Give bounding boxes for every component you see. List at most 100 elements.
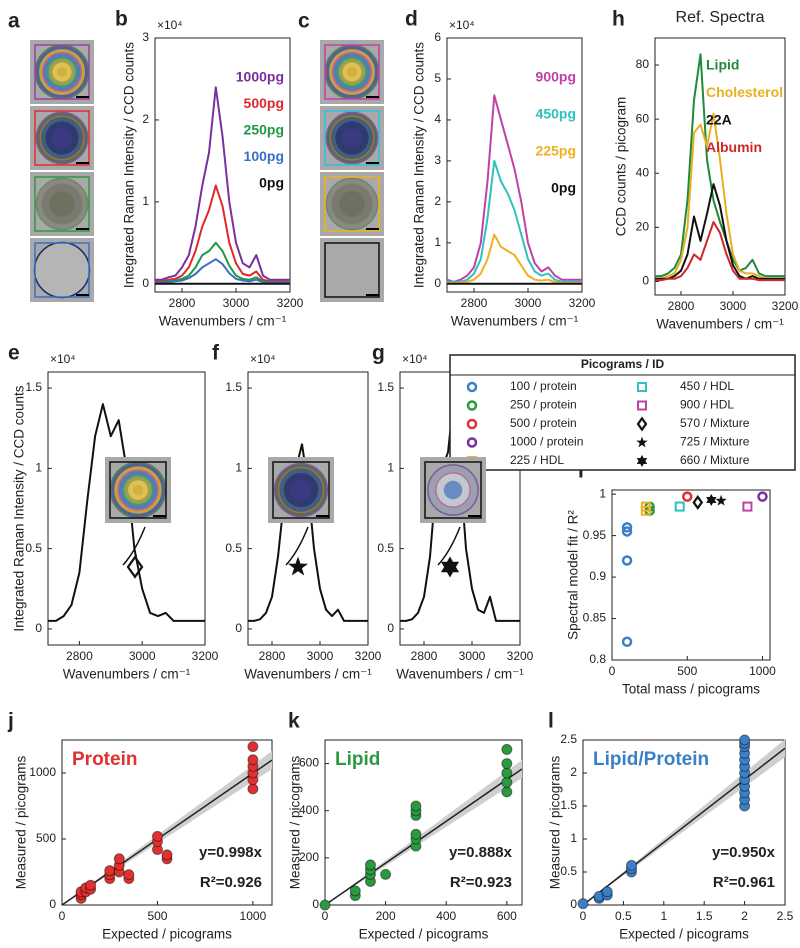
x-axis-label: Wavenumbers / cm⁻¹ [244,667,372,682]
data-point [501,743,513,755]
y-tick-label: 0 [35,621,42,635]
x-tick-label: 500 [677,664,697,678]
data-point [577,898,589,910]
x-axis-label: Wavenumbers / cm⁻¹ [451,314,579,329]
spectrum-line [155,258,290,284]
y-tick-label: 0.5 [225,541,242,555]
x-axis-label: Wavenumbers / cm⁻¹ [63,667,191,682]
y-tick-label: 1 [142,194,149,208]
panel-letter: k [288,710,300,733]
micrograph [30,106,94,170]
arrow [437,526,461,566]
y-tick-label: 1 [387,461,394,475]
legend-label: 250 / protein [510,398,577,412]
y-tick-label: 1 [434,235,441,249]
marker [637,400,647,411]
plot-frame [324,739,523,906]
data-point [247,754,259,766]
roi-box [324,110,380,166]
legend-label: 225 / HDL [510,453,564,467]
y-tick-label: 80 [636,57,650,71]
legend-label: 500 / protein [510,416,577,430]
ring [132,484,144,496]
series-label: 22A [706,112,732,128]
x-tick-label: 2800 [411,649,438,663]
legend-label: 570 / Mixture [680,416,750,430]
y-axis-label: CCD counts / picogram [614,97,629,237]
data-point [151,830,163,842]
series-label: 100pg [244,148,284,164]
x-tick-label: 0 [580,909,587,923]
marker [674,501,685,512]
y-tick-label: 0.5 [25,541,42,555]
y-tick-label: 1 [570,831,577,845]
arrow [285,526,309,566]
marker [621,636,633,648]
x-axis-label: Wavenumbers / cm⁻¹ [396,667,524,682]
marker [715,494,727,506]
data-point [349,885,361,897]
series-label: Lipid [706,57,739,73]
chart-title: Ref. Spectra [676,9,765,26]
y-tick-label: 2.5 [560,732,577,746]
x-tick-label: 500 [147,909,167,923]
roi-box [324,242,380,298]
data-point [410,800,422,812]
chart-title: Lipid [335,749,380,770]
ring [33,241,91,299]
panel-letter: g [372,342,385,365]
roi-box [324,176,380,232]
y-tick-label: 0 [312,897,319,911]
spectrum-line [655,53,785,278]
ring [341,127,363,149]
fit-line [61,759,273,906]
micrograph-bg [320,238,384,302]
y-tick-label: 2 [434,194,441,208]
y-tick-label: 200 [299,850,319,864]
x-tick-label: 3000 [223,296,250,310]
marker [681,491,693,502]
data-point [625,859,637,871]
y-axis-label: Integrated Raman Intensity / CCD counts [12,385,27,631]
roi-box [34,176,90,232]
marker [636,455,648,467]
panel-letter: c [298,10,310,33]
y-tick-label: 1 [599,486,606,500]
marker [692,494,704,510]
x-tick-label: 2800 [259,649,286,663]
y-tick-label: 1000 [29,765,56,779]
y-tick-label: 0 [142,276,149,290]
x-tick-label: 600 [497,909,517,923]
x-tick-label: 3000 [515,296,542,310]
series-label: Cholesterol [706,84,783,100]
legend-label: 1000 / protein [510,435,583,449]
data-point [364,859,376,871]
y-tick-label: 20 [636,220,650,234]
y-tick-label: 1.5 [225,380,242,394]
spectrum-line [447,233,582,284]
y-axis-label: Integrated Raman Intensity / CCD counts [122,42,137,288]
x-tick-label: 3200 [192,649,219,663]
series-label: 0pg [551,180,576,196]
x-axis-label: Expected / picograms [619,927,749,942]
legend-box [449,354,796,471]
x-tick-label: 0 [322,909,329,923]
fit-line [324,768,523,906]
spectrum-line [655,183,785,280]
plot-frame [61,739,273,906]
panel-letter: a [8,10,20,33]
y-multiplier: ×10⁴ [402,352,428,366]
data-point [104,865,116,877]
chart-title: Lipid/Protein [593,749,709,770]
marker [440,556,460,578]
data-point [601,886,613,898]
ring [339,191,365,217]
ring [51,127,73,149]
x-tick-label: 0.5 [615,909,632,923]
r-squared: R²=0.923 [450,874,512,891]
y-tick-label: 500 [36,831,56,845]
x-tick-label: 2800 [461,296,488,310]
x-axis-label: Wavenumbers / cm⁻¹ [656,317,784,332]
data-point [85,879,97,891]
series-label: 450pg [536,106,576,122]
